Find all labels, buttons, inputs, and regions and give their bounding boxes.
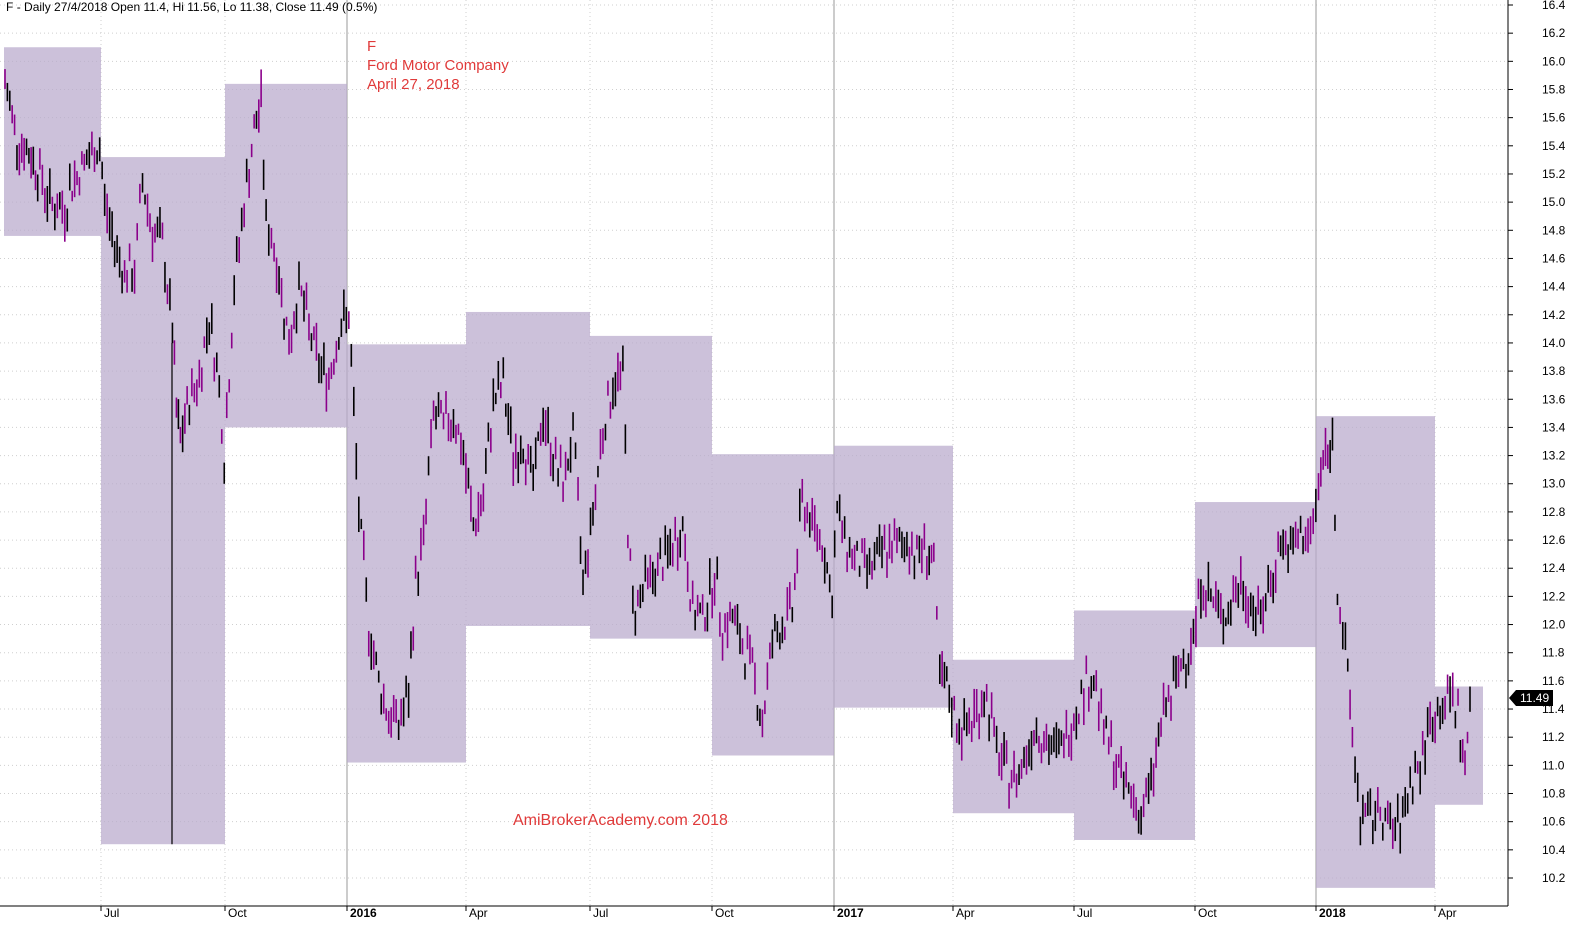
x-tick-label: 2017: [837, 906, 864, 920]
header-info: Daily 27/4/2018 Open 11.4, Hi 11.56, Lo …: [24, 0, 378, 14]
y-tick-label: 11.8: [1542, 646, 1565, 660]
axes: 10.210.410.610.811.011.211.411.611.812.0…: [0, 0, 1566, 920]
y-tick-label: 16.4: [1542, 0, 1566, 12]
y-tick-label: 14.8: [1542, 223, 1566, 237]
watermark: AmiBrokerAcademy.com 2018: [513, 812, 728, 829]
y-tick-label: 15.2: [1542, 167, 1566, 181]
quarter-box: [347, 344, 466, 763]
x-tick-label: Apr: [469, 906, 488, 920]
y-tick-label: 12.8: [1542, 505, 1566, 519]
y-tick-label: 10.4: [1542, 843, 1566, 857]
y-tick-label: 11.6: [1542, 674, 1565, 688]
quarter-box: [590, 335, 712, 639]
y-tick-label: 12.6: [1542, 533, 1566, 547]
x-tick-label: Apr: [1438, 906, 1457, 920]
header-ticker: F: [6, 0, 14, 14]
quarter-box: [712, 454, 834, 756]
quarter-boxes: [4, 47, 1483, 888]
y-tick-label: 14.6: [1542, 251, 1566, 265]
y-tick-label: 13.6: [1542, 392, 1566, 406]
y-tick-label: 15.6: [1542, 111, 1566, 125]
y-tick-label: 12.0: [1542, 618, 1566, 632]
y-tick-label: 15.8: [1542, 82, 1566, 96]
y-tick-label: 13.4: [1542, 420, 1566, 434]
y-tick-label: 10.2: [1542, 871, 1566, 885]
x-tick-label: Oct: [228, 906, 247, 920]
y-tick-label: 12.4: [1542, 561, 1566, 575]
x-tick-label: 2016: [350, 906, 377, 920]
y-tick-label: 11.0: [1542, 758, 1565, 772]
x-tick-label: 2018: [1319, 906, 1346, 920]
quarter-box: [466, 311, 590, 626]
y-tick-label: 16.0: [1542, 54, 1566, 68]
quarter-box: [834, 445, 953, 708]
quarter-box: [1074, 610, 1195, 840]
y-tick-label: 16.2: [1542, 26, 1566, 40]
x-tick-label: Oct: [1198, 906, 1217, 920]
y-tick-label: 14.0: [1542, 336, 1566, 350]
y-tick-label: 13.0: [1542, 477, 1566, 491]
price-series: [4, 69, 1471, 854]
y-tick-label: 10.8: [1542, 787, 1566, 801]
x-tick-label: Oct: [715, 906, 734, 920]
quarter-box: [225, 83, 347, 428]
header-separator: -: [16, 0, 25, 14]
y-tick-label: 12.2: [1542, 589, 1566, 603]
y-tick-label: 13.8: [1542, 364, 1566, 378]
y-tick-label: 14.4: [1542, 280, 1566, 294]
y-tick-label: 14.2: [1542, 308, 1566, 322]
x-tick-label: Jul: [593, 906, 608, 920]
x-tick-label: Jul: [1077, 906, 1092, 920]
annotation-date: April 27, 2018: [367, 76, 460, 93]
x-tick-label: Jul: [104, 906, 119, 920]
annotation-ticker: F: [367, 38, 377, 55]
annotation-company: Ford Motor Company: [367, 57, 509, 74]
y-tick-label: 13.2: [1542, 449, 1566, 463]
last-price-tag: 11.49: [1508, 690, 1554, 706]
y-tick-label: 15.0: [1542, 195, 1566, 209]
chart-header: F - Daily 27/4/2018 Open 11.4, Hi 11.56,…: [6, 0, 377, 14]
x-tick-label: Apr: [956, 906, 975, 920]
y-tick-label: 15.4: [1542, 139, 1566, 153]
y-tick-label: 11.2: [1542, 730, 1565, 744]
y-tick-label: 10.6: [1542, 815, 1566, 829]
